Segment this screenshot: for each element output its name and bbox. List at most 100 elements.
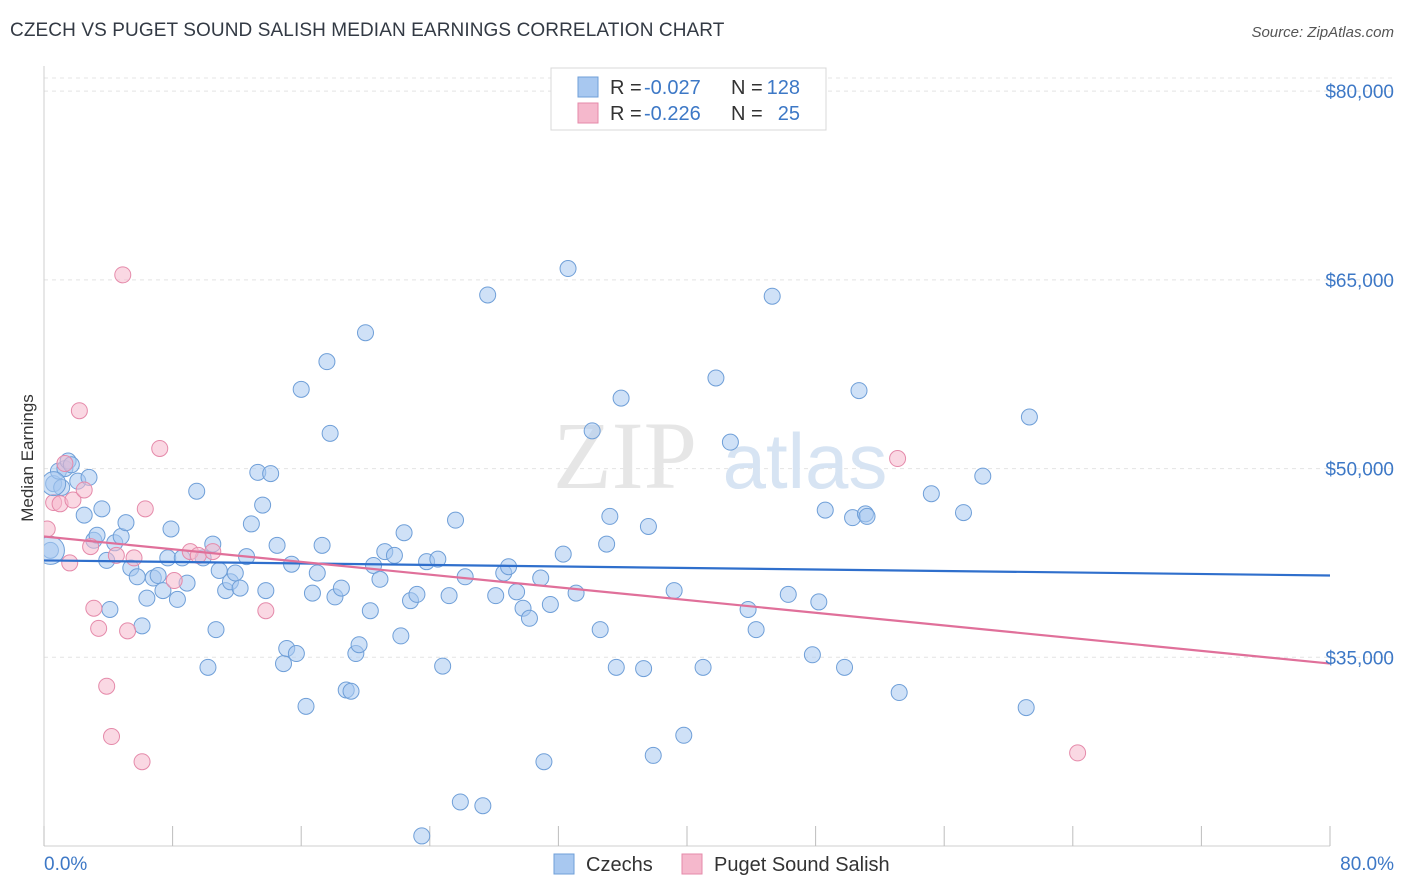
grid-lines bbox=[44, 77, 1394, 658]
czechs-point bbox=[342, 682, 360, 700]
legend-swatch-salish bbox=[577, 102, 599, 124]
legend-r-label-2: R = bbox=[610, 103, 642, 125]
czechs-point bbox=[612, 389, 630, 407]
czechs-point bbox=[974, 467, 992, 485]
salish-point bbox=[98, 677, 116, 695]
czechs-point bbox=[601, 507, 619, 525]
czechs-point bbox=[763, 287, 781, 305]
czechs-point bbox=[313, 536, 331, 554]
czechs-point bbox=[138, 589, 156, 607]
czechs-point-large bbox=[44, 471, 67, 497]
czechs-point bbox=[779, 585, 797, 603]
bottom-legend-swatch-czechs bbox=[553, 853, 575, 875]
salish-point bbox=[257, 602, 275, 620]
salish-point bbox=[189, 546, 207, 564]
data-points bbox=[44, 260, 1087, 845]
salish-point bbox=[1069, 744, 1087, 762]
czechs-point bbox=[440, 587, 458, 605]
czechs-point bbox=[287, 645, 305, 663]
czechs-point bbox=[559, 260, 577, 278]
czechs-point bbox=[321, 424, 339, 442]
salish-point bbox=[136, 500, 154, 518]
czechs-point bbox=[591, 621, 609, 639]
salish-point bbox=[64, 491, 82, 509]
czechs-point bbox=[318, 353, 336, 371]
czechs-point bbox=[350, 636, 368, 654]
salish-point bbox=[44, 520, 56, 538]
salish-point bbox=[151, 439, 169, 457]
y-tick-label: $35,000 bbox=[1325, 648, 1394, 669]
czechs-point bbox=[836, 658, 854, 676]
salish-point bbox=[125, 549, 143, 567]
legend-swatch-czechs bbox=[577, 76, 599, 98]
czechs-point bbox=[598, 535, 616, 553]
czechs-point bbox=[408, 585, 426, 603]
czechs-point bbox=[635, 660, 653, 678]
czechs-point bbox=[508, 583, 526, 601]
czechs-point bbox=[803, 646, 821, 664]
legend-top: R = -0.027 N = 128 R = -0.226 N = 25 bbox=[550, 67, 827, 131]
czechs-point bbox=[361, 602, 379, 620]
bottom-legend-swatch-salish bbox=[681, 853, 703, 875]
czechs-point bbox=[168, 590, 186, 608]
salish-point bbox=[75, 481, 93, 499]
czechs-point bbox=[128, 568, 146, 586]
salish-point bbox=[107, 546, 125, 564]
czechs-point bbox=[451, 793, 469, 811]
y-tick-label: $65,000 bbox=[1325, 271, 1394, 292]
czechs-point bbox=[101, 600, 119, 618]
czechs-point bbox=[721, 433, 739, 451]
bottom-legend-czechs: Czechs bbox=[586, 854, 653, 876]
czechs-point bbox=[739, 600, 757, 618]
czechs-point bbox=[371, 570, 389, 588]
czechs-point bbox=[207, 621, 225, 639]
czechs-point bbox=[858, 507, 876, 525]
czechs-point bbox=[262, 465, 280, 483]
czechs-point bbox=[254, 496, 272, 514]
czechs-point bbox=[162, 520, 180, 538]
czechs-point bbox=[816, 501, 834, 519]
czechs-point bbox=[1017, 699, 1035, 717]
czechs-point bbox=[297, 697, 315, 715]
czechs-point bbox=[583, 422, 601, 440]
salish-point bbox=[103, 728, 121, 746]
czechs-point bbox=[434, 657, 452, 675]
legend-n-label-1: N = bbox=[731, 77, 763, 99]
czechs-point bbox=[117, 514, 135, 532]
y-tick-labels: $80,000 $65,000 $50,000 $35,000 bbox=[1325, 82, 1394, 669]
watermark-atlas: atlas bbox=[723, 417, 888, 505]
czechs-point bbox=[850, 382, 868, 400]
czechs-point bbox=[242, 515, 260, 533]
legend-r-value-2: -0.226 bbox=[644, 103, 701, 125]
czechs-point bbox=[639, 517, 657, 535]
czechs-point bbox=[520, 609, 538, 627]
salish-point bbox=[61, 554, 79, 572]
czechs-trend-line bbox=[43, 559, 1331, 577]
watermark-zip: ZIP bbox=[553, 402, 697, 509]
czechs-point bbox=[226, 564, 244, 582]
czechs-point bbox=[954, 504, 972, 522]
czechs-point bbox=[810, 593, 828, 611]
czechs-point bbox=[429, 550, 447, 568]
salish-point bbox=[889, 450, 907, 468]
czechs-point bbox=[479, 286, 497, 304]
czechs-point bbox=[890, 684, 908, 702]
legend-r-label-1: R = bbox=[610, 77, 642, 99]
source-credit: Source: ZipAtlas.com bbox=[1251, 24, 1394, 41]
czechs-point bbox=[275, 655, 293, 673]
czechs-point bbox=[694, 658, 712, 676]
x-tick-max: 80.0% bbox=[1340, 854, 1394, 875]
czechs-point bbox=[554, 545, 572, 563]
czechs-point bbox=[747, 621, 765, 639]
axes bbox=[43, 66, 1331, 847]
czechs-point bbox=[308, 564, 326, 582]
salish-point bbox=[119, 622, 137, 640]
salish-point bbox=[85, 599, 103, 617]
czechs-point bbox=[385, 546, 403, 564]
czechs-point bbox=[707, 369, 725, 387]
czechs-point bbox=[75, 506, 93, 524]
y-axis-label: Median Earnings bbox=[18, 394, 37, 522]
czechs-point bbox=[532, 569, 550, 587]
y-tick-label: $50,000 bbox=[1325, 460, 1394, 481]
watermark: ZIP atlas bbox=[553, 402, 887, 509]
